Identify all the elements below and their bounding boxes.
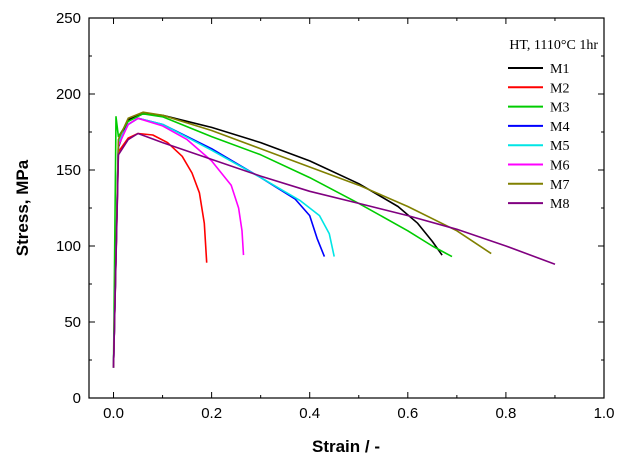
plot-frame — [88, 17, 605, 399]
x-tick-label: 0.8 — [495, 405, 516, 422]
x-tick-label: 0.0 — [103, 405, 124, 422]
x-tick-label: 0.4 — [299, 405, 320, 422]
legend: HT, 1110°C 1hr M1 M2 M3 M4 M5 M6 M7 M8 — [508, 38, 598, 212]
y-tick-label: 100 — [56, 238, 81, 255]
y-axis-title: Stress, MPa — [13, 159, 32, 256]
legend-label-m5: M5 — [550, 139, 569, 154]
series-line-m3 — [112, 113, 453, 368]
legend-title: HT, 1110°C 1hr — [509, 38, 598, 53]
legend-label-m2: M2 — [550, 81, 569, 96]
legend-label-m7: M7 — [550, 178, 569, 193]
series-line-m8 — [112, 132, 556, 368]
y-tick-label: 150 — [56, 162, 81, 179]
legend-label-m4: M4 — [550, 120, 569, 135]
series-layer — [112, 111, 556, 368]
y-tick-label: 0 — [73, 390, 81, 407]
legend-label-m3: M3 — [550, 101, 569, 116]
x-tick-label: 1.0 — [594, 405, 615, 422]
y-tick-label: 200 — [56, 86, 81, 103]
legend-label-m6: M6 — [550, 159, 569, 174]
x-tick-label: 0.6 — [397, 405, 418, 422]
series-line-m4 — [112, 117, 326, 368]
axis-ticks: 0.0 0.2 0.4 0.6 0.8 1.0 0 50 100 150 200 250 — [56, 10, 614, 422]
x-tick-label: 0.2 — [201, 405, 222, 422]
legend-label-m1: M1 — [550, 62, 569, 77]
series-line-m7 — [112, 111, 492, 368]
y-tick-label: 50 — [64, 314, 81, 331]
series-line-m1 — [112, 113, 443, 368]
y-tick-label: 250 — [56, 10, 81, 27]
series-line-m6 — [112, 117, 245, 368]
x-axis-title: Strain / - — [312, 437, 380, 456]
series-line-m2 — [112, 132, 208, 368]
legend-label-m8: M8 — [550, 197, 569, 212]
